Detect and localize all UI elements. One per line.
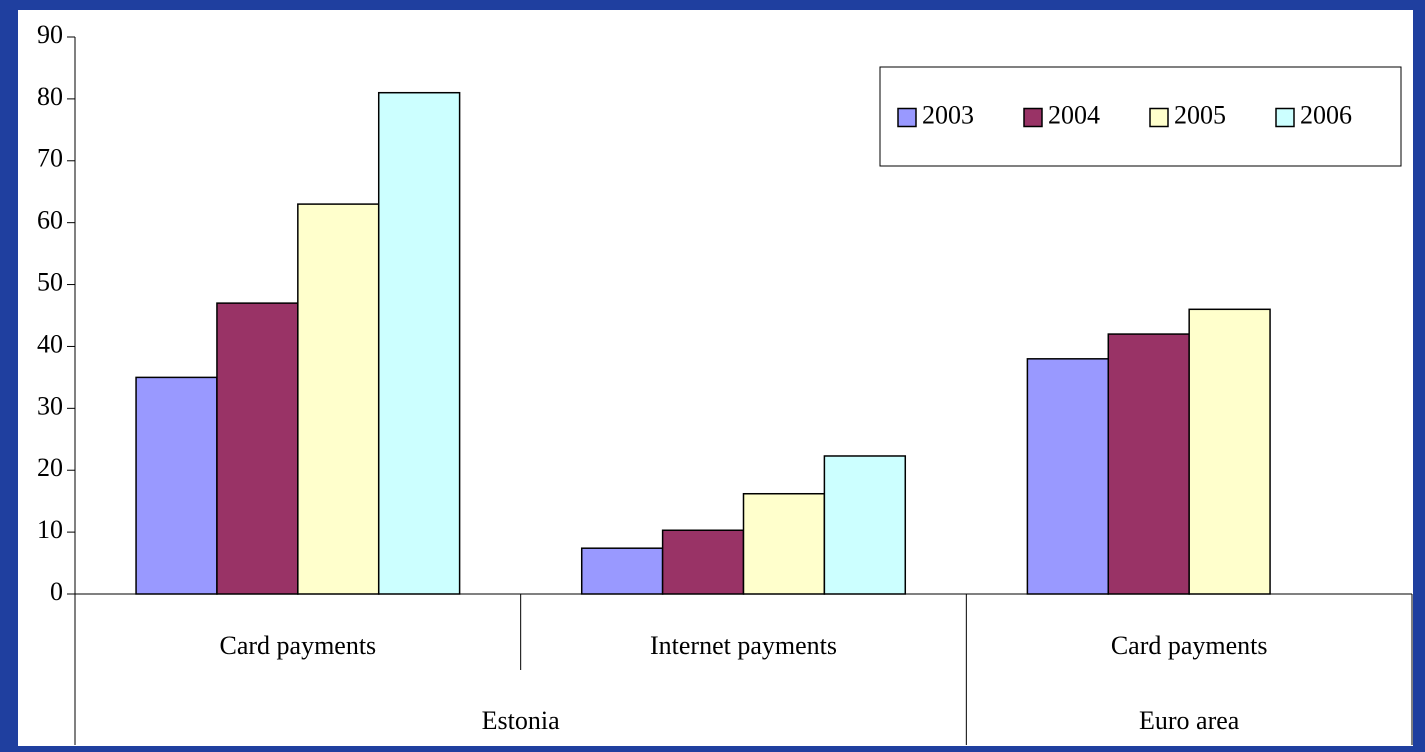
- y-tick-label: 50: [37, 268, 63, 297]
- bar: [1107, 333, 1190, 595]
- y-tick-label: 40: [37, 329, 63, 358]
- bar: [742, 492, 826, 595]
- legend-label: 2003: [922, 100, 974, 129]
- bar: [135, 376, 218, 595]
- bar: [823, 455, 907, 595]
- legend-swatch: [1275, 107, 1295, 128]
- legend-label: 2006: [1300, 100, 1352, 129]
- legend-swatch: [1149, 107, 1169, 128]
- y-tick-label: 90: [37, 20, 63, 49]
- y-tick-label: 30: [37, 391, 63, 420]
- bar: [1188, 308, 1271, 595]
- y-tick-label: 60: [37, 206, 63, 235]
- x-tick-label: Internet payments: [650, 631, 837, 660]
- x-tick-label: Card payments: [219, 631, 376, 660]
- bar: [1026, 358, 1110, 595]
- y-tick-label: 0: [50, 577, 63, 606]
- legend-label: 2005: [1174, 100, 1226, 129]
- legend-box: [879, 66, 1402, 167]
- group-label: Estonia: [482, 706, 560, 735]
- y-tick-label: 10: [37, 515, 63, 544]
- bar: [377, 91, 461, 595]
- bar: [661, 529, 745, 595]
- legend-label: 2004: [1048, 100, 1100, 129]
- y-tick-label: 20: [37, 453, 63, 482]
- legend-swatch: [897, 107, 917, 128]
- legend-swatch: [1023, 107, 1043, 128]
- x-tick-label: Card payments: [1111, 631, 1268, 660]
- bar: [580, 547, 664, 595]
- y-tick-label: 80: [37, 82, 63, 111]
- y-tick-label: 70: [37, 144, 63, 173]
- bar: [216, 302, 299, 595]
- bar: [297, 203, 380, 595]
- group-label: Euro area: [1139, 706, 1240, 735]
